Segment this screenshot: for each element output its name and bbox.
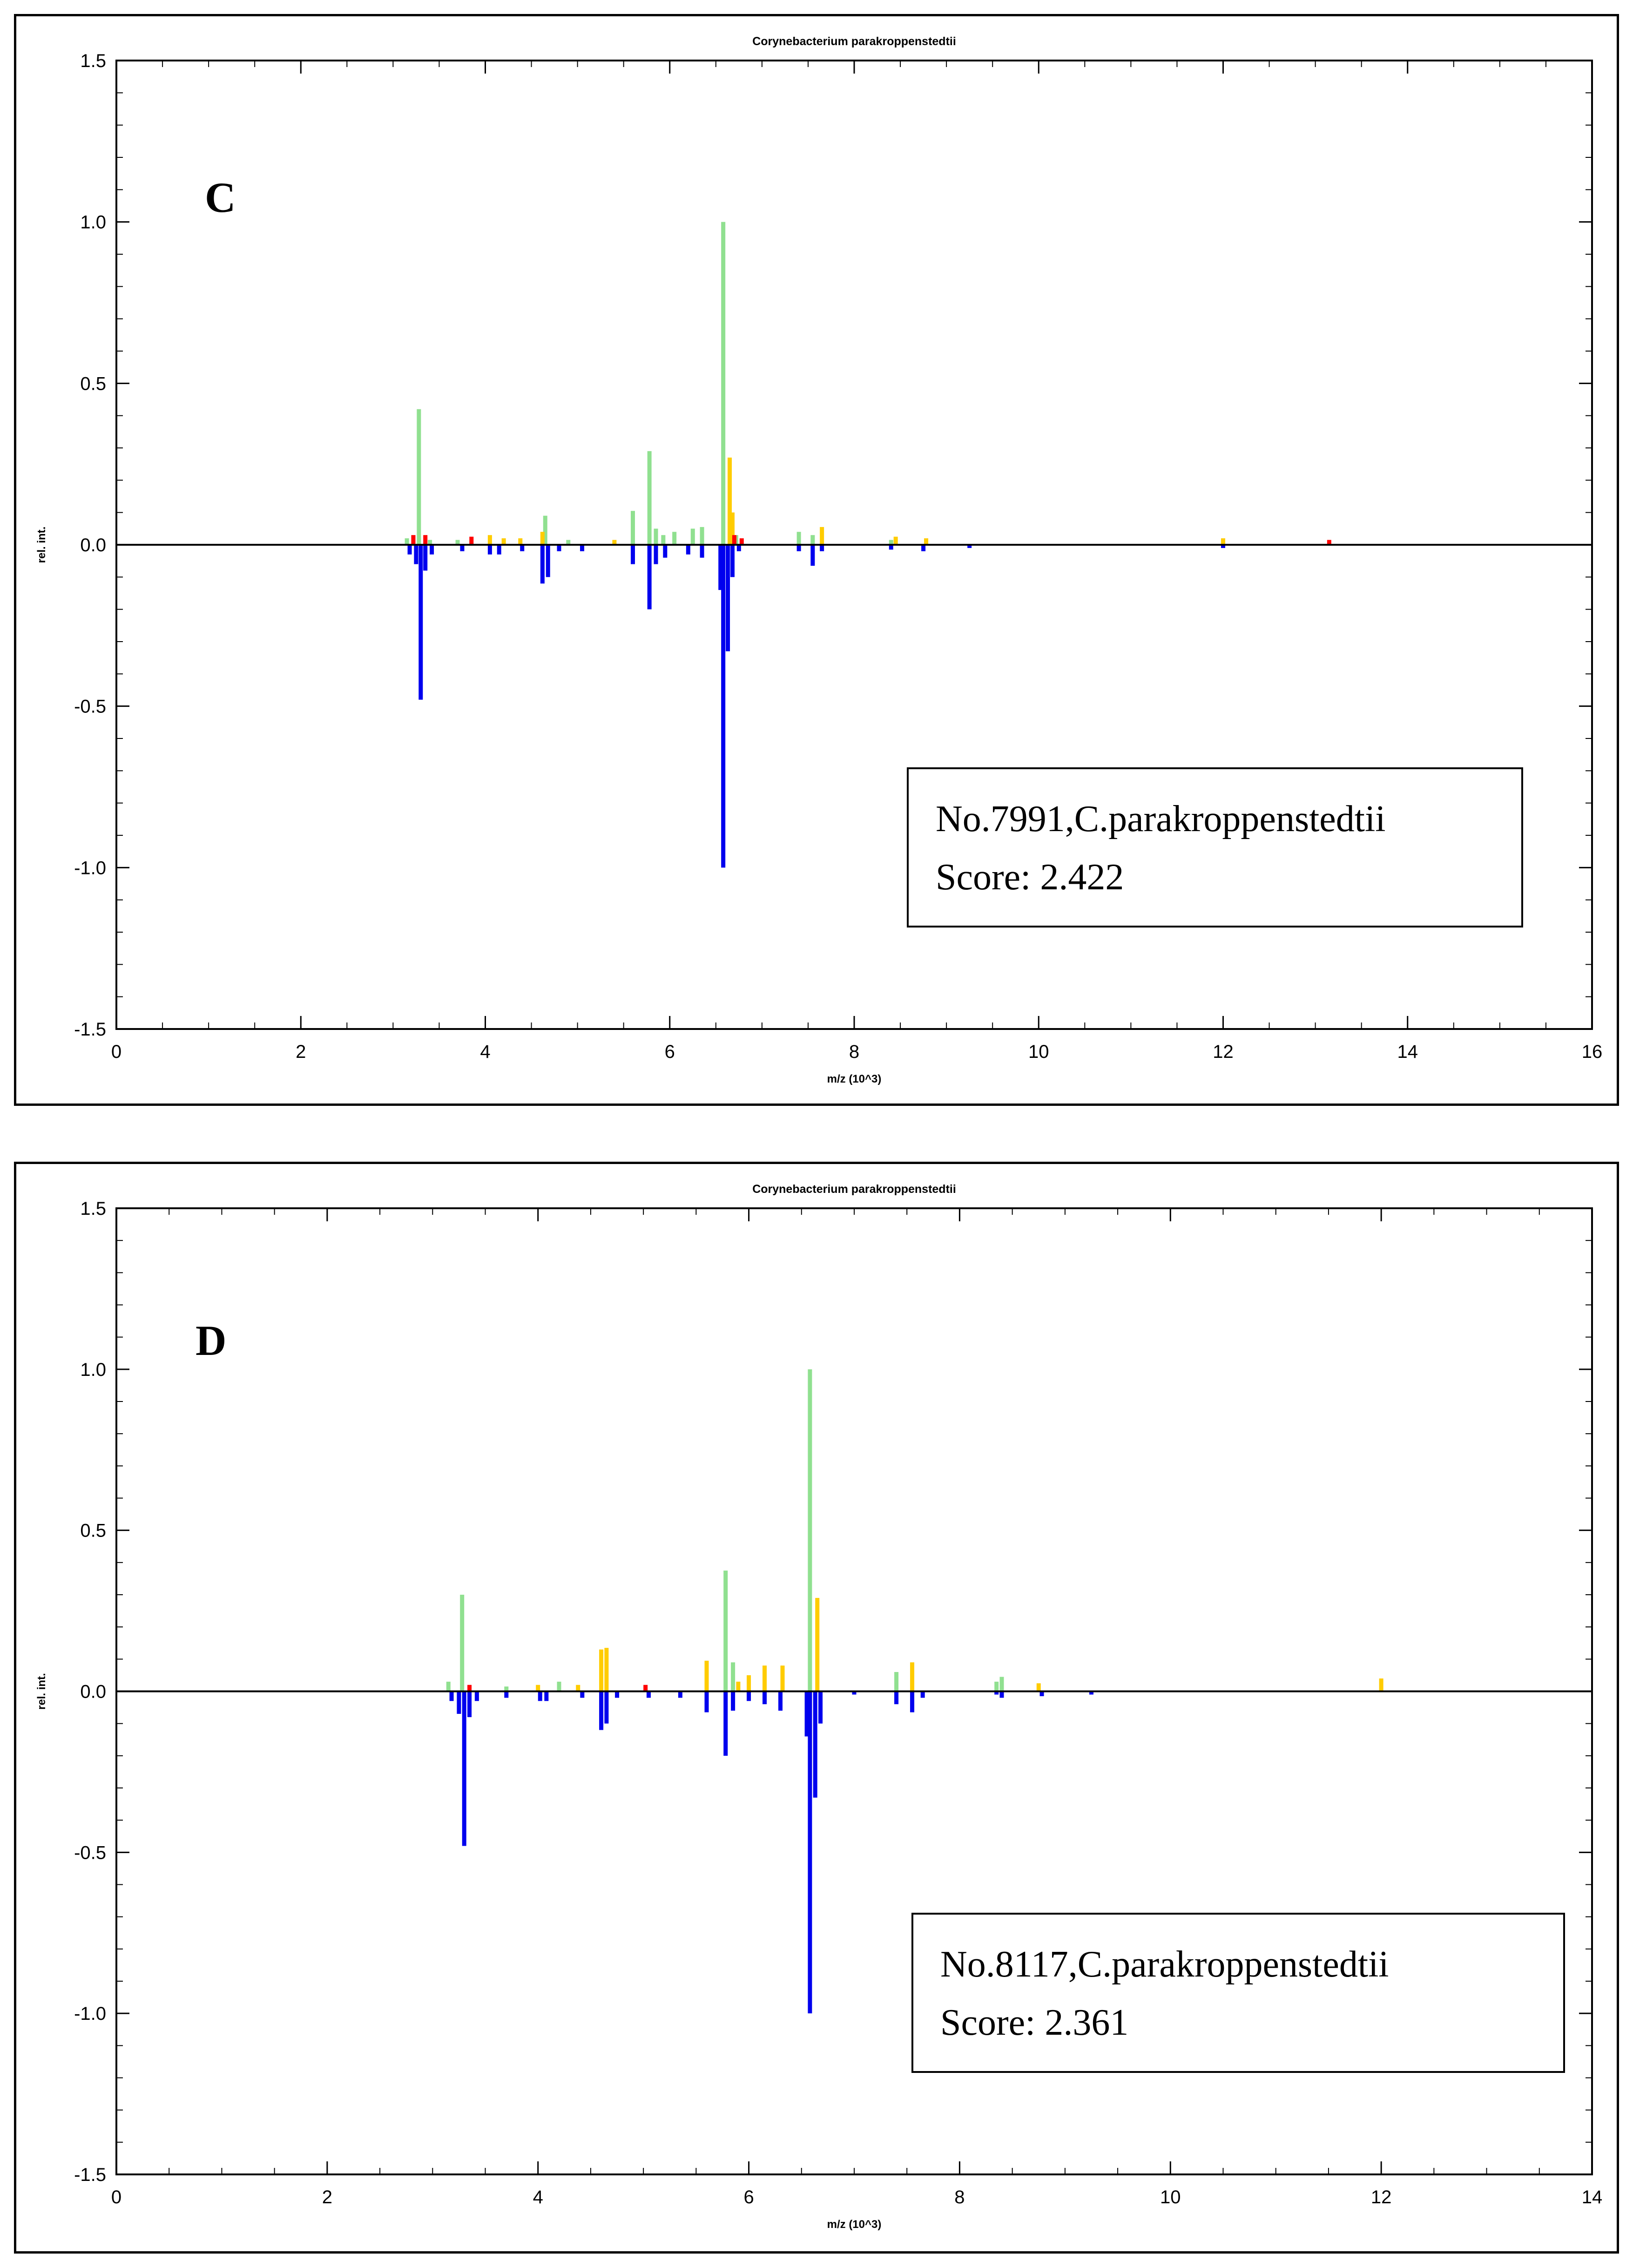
info-sample-id: No.8117,C.parakroppenstedtii <box>940 1944 1389 1985</box>
y-tick-label: -1.5 <box>74 2165 106 2185</box>
x-tick-label: 0 <box>111 1042 121 1062</box>
info-sample-id: No.7991,C.parakroppenstedtii <box>936 799 1385 839</box>
y-tick-label: -1.0 <box>74 858 106 878</box>
x-tick-label: 6 <box>665 1042 675 1062</box>
y-tick-label: 0.5 <box>80 1521 106 1541</box>
x-tick-label: 10 <box>1160 2187 1181 2207</box>
info-score: Score: 2.422 <box>936 857 1124 898</box>
x-tick-label: 4 <box>533 2187 543 2207</box>
x-tick-label: 8 <box>849 1042 859 1062</box>
chart-title: Corynebacterium parakroppenstedtii <box>752 1183 956 1196</box>
y-tick-label: -0.5 <box>74 1842 106 1863</box>
y-tick-label: 1.0 <box>80 1360 106 1380</box>
info-box <box>911 1913 1565 2073</box>
y-tick-label: 1.5 <box>80 1198 106 1219</box>
y-tick-label: 0.0 <box>80 1682 106 1702</box>
y-axis-label: rel. int. <box>35 527 48 563</box>
x-tick-label: 2 <box>322 2187 332 2207</box>
y-tick-label: -1.5 <box>74 1019 106 1040</box>
chart-title: Corynebacterium parakroppenstedtii <box>752 35 956 48</box>
info-box <box>907 767 1523 928</box>
x-axis-label: m/z (10^3) <box>827 2218 882 2231</box>
x-tick-label: 12 <box>1213 1042 1234 1062</box>
panel-letter: D <box>196 1317 226 1364</box>
info-score: Score: 2.361 <box>940 2002 1128 2043</box>
y-tick-label: 1.0 <box>80 212 106 233</box>
spectrum-chart-c: Corynebacterium parakroppenstedtii -1.5 -1… <box>35 35 1603 1085</box>
x-tick-label: 4 <box>480 1042 490 1062</box>
spectrum-panel-d: Corynebacterium parakroppenstedtii -1.5 -1… <box>14 1162 1619 2254</box>
x-tick-label: 14 <box>1397 1042 1418 1062</box>
x-tick-label: 8 <box>954 2187 965 2207</box>
x-tick-label: 16 <box>1582 1042 1603 1062</box>
spectrum-panel-c: Corynebacterium parakroppenstedtii -1.5 -1… <box>14 14 1619 1106</box>
y-tick-label: 0.0 <box>80 535 106 555</box>
x-tick-label: 14 <box>1582 2187 1603 2207</box>
y-tick-label: -1.0 <box>74 2004 106 2024</box>
x-tick-label: 6 <box>743 2187 754 2207</box>
y-axis-label: rel. int. <box>35 1673 48 1710</box>
x-tick-label: 12 <box>1371 2187 1392 2207</box>
x-axis-label: m/z (10^3) <box>827 1073 882 1085</box>
spectrum-chart-d: Corynebacterium parakroppenstedtii -1.5 -1… <box>35 1183 1603 2231</box>
x-tick-label: 10 <box>1028 1042 1049 1062</box>
x-tick-label: 0 <box>111 2187 121 2207</box>
y-tick-label: -0.5 <box>74 697 106 717</box>
panel-letter: C <box>205 174 236 221</box>
y-tick-label: 0.5 <box>80 373 106 394</box>
x-tick-label: 2 <box>296 1042 306 1062</box>
y-tick-label: 1.5 <box>80 51 106 71</box>
